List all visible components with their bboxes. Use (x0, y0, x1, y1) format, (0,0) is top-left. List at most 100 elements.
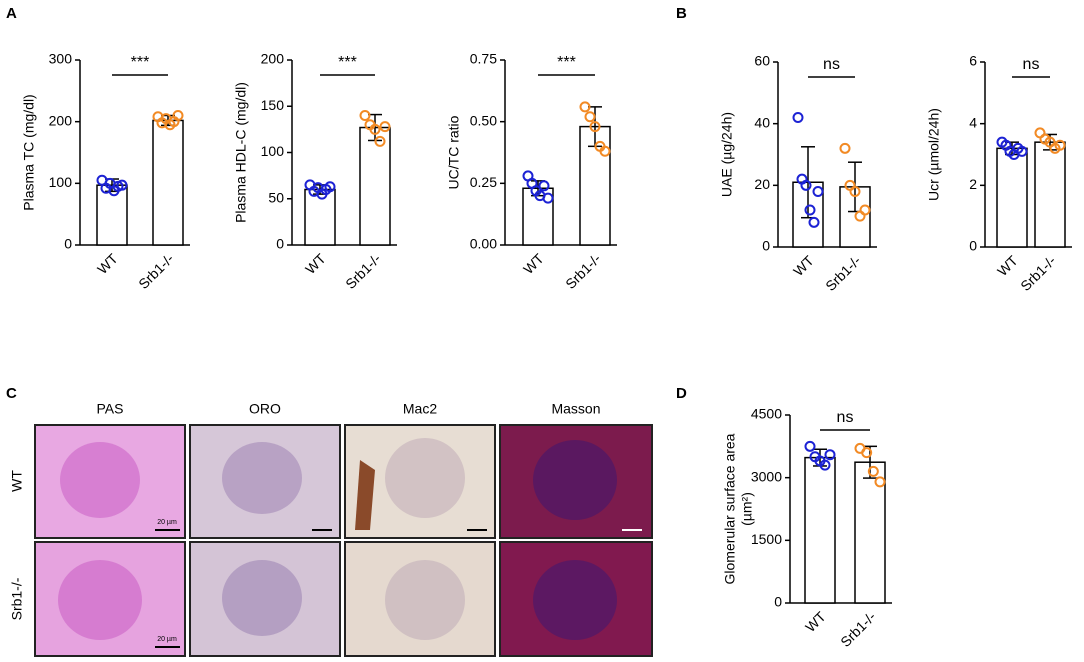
data-point (538, 180, 550, 192)
annotation: ns (837, 409, 854, 426)
y-tick-label: 100 (49, 174, 73, 190)
x-tick-label: WT (802, 608, 829, 635)
data-point (1016, 145, 1028, 157)
y-tick-label: 2 (969, 176, 977, 192)
x-tick-label: WT (302, 250, 329, 277)
data-point (172, 110, 184, 121)
data-point (859, 204, 871, 216)
y-tick-label: 200 (261, 51, 285, 67)
panel-letter: B (676, 5, 687, 22)
bar (996, 147, 1028, 248)
data-point (579, 101, 591, 113)
glomerulus (533, 560, 617, 640)
y-tick-label: 3000 (751, 468, 782, 484)
y-tick-label: 0.25 (470, 174, 497, 190)
y-axis-label: UAE (µg/24h) (719, 112, 735, 197)
x-tick-label: Srb1-/- (822, 252, 864, 294)
y-tick-label: 1500 (751, 531, 782, 547)
data-point (542, 192, 554, 204)
annotation: *** (131, 54, 150, 71)
bar (804, 456, 836, 604)
panel-letter: D (676, 385, 687, 402)
glomerulus (533, 440, 617, 520)
column-label: Mac2 (403, 401, 437, 417)
y-tick-label: 150 (261, 97, 285, 113)
column-label: Masson (551, 401, 600, 417)
y-tick-label: 50 (268, 189, 284, 205)
micrograph-grid: 20 µm 20 µm PAS ORO Mac2 Masson WT Srb1-… (9, 401, 653, 657)
data-point (599, 145, 611, 157)
data-point (324, 181, 336, 193)
y-tick-label: 0 (64, 236, 72, 252)
bar (152, 119, 184, 246)
data-point (861, 447, 873, 459)
data-point (369, 123, 381, 135)
y-tick-label: 40 (754, 114, 770, 130)
data-point (849, 186, 861, 197)
y-tick-label: 0 (774, 594, 782, 610)
data-point (874, 476, 886, 488)
y-tick-label: 0.00 (470, 236, 497, 252)
annotation: ns (1023, 56, 1040, 73)
glomerulus (385, 438, 465, 518)
annotation: *** (557, 54, 576, 71)
y-tick-label: 4 (969, 114, 977, 130)
glomerulus (385, 560, 465, 640)
bar (1034, 141, 1066, 248)
data-point (359, 110, 371, 121)
data-point (839, 142, 851, 154)
annotation: *** (338, 54, 357, 71)
y-tick-label: 200 (49, 112, 73, 128)
data-point (589, 121, 601, 133)
glomerulus (58, 560, 142, 640)
row-label: Srb1-/- (9, 577, 25, 620)
x-tick-label: WT (94, 250, 121, 277)
y-tick-label: 0 (762, 238, 770, 254)
x-tick-label: WT (994, 252, 1021, 279)
y-axis-label: Ucr (µmol/24h) (926, 108, 942, 201)
y-axis-label: (µm²) (739, 492, 755, 526)
data-point (808, 216, 820, 228)
panel-letter: C (6, 385, 17, 402)
glomerulus (60, 442, 140, 518)
data-point (804, 440, 816, 452)
x-tick-label: Srb1-/- (135, 250, 177, 292)
data-point (379, 121, 391, 133)
y-axis-label: Glomerular surface area (722, 433, 738, 584)
data-point (116, 179, 128, 191)
annotation: ns (823, 56, 840, 73)
x-tick-label: Srb1-/- (837, 608, 879, 650)
y-axis-label: Plasma TC (mg/dl) (21, 94, 37, 210)
bar (854, 461, 886, 604)
y-axis-label: UC/TC ratio (446, 115, 462, 189)
glomerulus (222, 560, 302, 636)
data-point (1054, 139, 1066, 151)
data-point (374, 135, 386, 147)
scale-label: 20 µm (157, 519, 177, 526)
y-axis-label: Plasma HDL-C (mg/dl) (233, 82, 249, 223)
x-tick-label: WT (790, 252, 817, 279)
x-tick-label: WT (520, 250, 547, 277)
row-label: WT (9, 470, 25, 492)
x-tick-label: Srb1-/- (1017, 252, 1059, 294)
data-point (800, 179, 812, 191)
column-label: PAS (97, 401, 124, 417)
x-tick-label: Srb1-/- (342, 250, 384, 292)
bar (359, 126, 391, 246)
panel-letter: A (6, 5, 17, 22)
column-label: ORO (249, 401, 281, 417)
y-tick-label: 20 (754, 176, 770, 192)
bar (522, 187, 554, 246)
y-tick-label: 60 (754, 53, 770, 69)
y-tick-label: 0 (969, 238, 977, 254)
y-tick-label: 0.75 (470, 51, 497, 67)
stain (355, 460, 375, 530)
data-point (584, 111, 596, 123)
data-point (824, 449, 836, 461)
data-point (867, 465, 879, 477)
x-tick-label: Srb1-/- (562, 250, 604, 292)
y-tick-label: 4500 (751, 406, 782, 422)
glomerulus (222, 442, 302, 514)
data-point (819, 459, 831, 471)
